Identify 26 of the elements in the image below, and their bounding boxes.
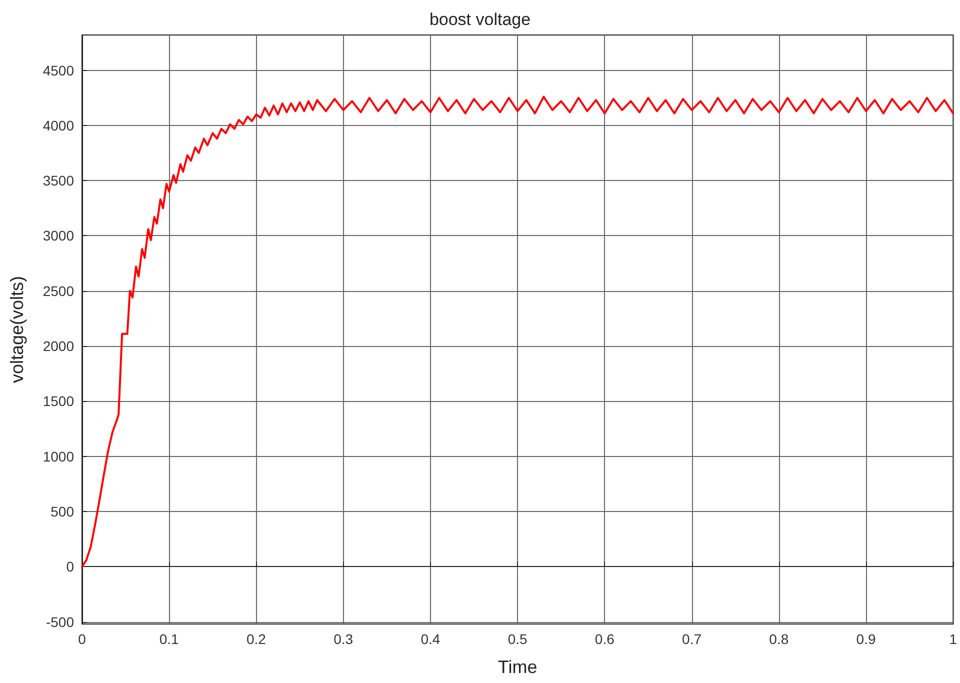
y-tick-label: 0	[66, 558, 74, 575]
y-tick-label: 2500	[42, 282, 74, 299]
x-tick-label: 0.1	[159, 631, 180, 647]
y-tick-label: 4000	[42, 117, 74, 134]
y-tick-label: 4500	[42, 62, 74, 78]
y-tick-label: 3000	[42, 228, 74, 244]
x-tick-label: 0.5	[508, 631, 528, 647]
y-tick-label: 1000	[42, 448, 74, 464]
chart-title: boost voltage	[429, 10, 531, 29]
y-tick-label: 1500	[42, 393, 74, 410]
x-tick-label: 0.2	[246, 631, 266, 647]
x-tick-label: 0.9	[856, 631, 876, 647]
y-tick-label: 500	[50, 503, 74, 520]
y-tick-label: -500	[46, 614, 74, 630]
x-tick-label: 0.3	[334, 631, 354, 647]
y-tick-label: 2000	[42, 338, 74, 354]
line-series	[81, 96, 954, 568]
x-tick-label: 0.6	[594, 631, 615, 647]
x-tick-label: 0.8	[769, 631, 789, 647]
y-axis-title: voltage(volts)	[7, 276, 27, 384]
x-tick-label: 0	[78, 631, 86, 647]
x-tick-label: 0.4	[420, 631, 440, 647]
y-tick-label: 3500	[42, 172, 74, 189]
x-axis-title: Time	[498, 657, 538, 677]
x-tick-label: 1	[949, 631, 958, 647]
x-tick-label: 0.7	[682, 631, 702, 647]
